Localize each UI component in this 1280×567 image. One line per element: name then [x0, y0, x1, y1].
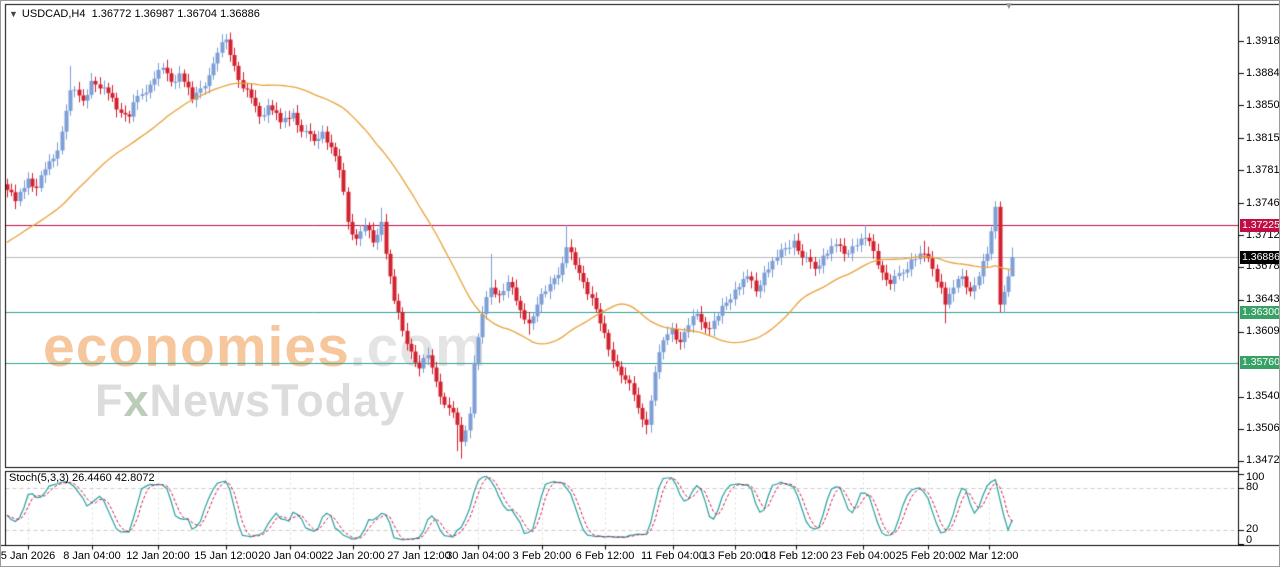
bar-low-value: 1.36704	[177, 8, 218, 20]
price-tick-label: 1.36430	[1246, 293, 1280, 306]
time-tick-label: 20 Jan 04:00	[258, 550, 322, 562]
stoch-scale-label: 20	[1246, 523, 1259, 535]
price-tick-label: 1.37460	[1246, 196, 1280, 209]
chart-title: ▼ USDCAD,H4 1.36772 1.36987 1.36704 1.368…	[9, 8, 260, 20]
time-tick-label: 18 Feb 12:00	[763, 550, 829, 562]
time-tick-label: 13 Feb 20:00	[702, 550, 768, 562]
price-line-badge: 1.36300	[1240, 305, 1280, 319]
price-tick-label: 1.35060	[1246, 422, 1280, 435]
price-tick-label: 1.37810	[1246, 163, 1280, 176]
bar-open-value: 1.36772	[91, 8, 132, 20]
expander-triangle-icon[interactable]: ▼	[9, 9, 18, 19]
price-tick-label: 1.38150	[1246, 131, 1280, 144]
time-tick-label: 22 Jan 20:00	[321, 550, 385, 562]
symbol-period-label: USDCAD,H4	[21, 8, 86, 20]
time-tick-label: 23 Feb 04:00	[830, 550, 896, 562]
time-tick-label: 8 Jan 04:00	[63, 550, 121, 562]
price-line-badge: 1.36886	[1240, 250, 1280, 264]
time-tick-label: 3 Feb 20:00	[512, 550, 572, 562]
price-tick-label: 1.39180	[1246, 34, 1280, 47]
price-line-badge: 1.37225	[1240, 218, 1280, 232]
stoch-scale-label: 100	[1246, 470, 1265, 483]
bar-close-value: 1.36886	[220, 8, 260, 20]
stochastic-d-value: 42.8072	[114, 472, 155, 484]
time-tick-label: 15 Jan 12:00	[194, 550, 258, 562]
stoch-scale-label: 80	[1246, 481, 1259, 493]
stochastic-k-value: 26.4460	[71, 472, 112, 484]
time-tick-label: 12 Jan 20:00	[126, 550, 190, 562]
stochastic-name: Stoch(5,3,3)	[9, 472, 69, 484]
time-tick-label: 27 Jan 12:00	[387, 550, 451, 562]
stoch-scale-label: 0	[1246, 533, 1253, 546]
price-tick-label: 1.38500	[1246, 98, 1280, 111]
time-tick-label: 11 Feb 04:00	[640, 550, 706, 562]
price-tick-label: 1.38840	[1246, 66, 1280, 79]
time-tick-label: 30 Jan 04:00	[446, 550, 510, 562]
stochastic-label: Stoch(5,3,3) 26.4460 42.8072	[9, 472, 155, 484]
price-tick-label: 1.34720	[1246, 454, 1280, 467]
price-tick-label: 1.35400	[1246, 390, 1280, 403]
bar-high-value: 1.36987	[134, 8, 175, 20]
time-tick-label: 5 Jan 2026	[0, 550, 56, 562]
time-tick-label: 25 Feb 20:00	[895, 550, 961, 562]
current-bar-marker-icon: ▼	[1004, 1, 1014, 12]
price-tick-label: 1.36090	[1246, 325, 1280, 338]
time-tick-label: 2 Mar 12:00	[959, 550, 1019, 562]
time-tick-label: 6 Feb 12:00	[575, 550, 635, 562]
price-line-badge: 1.35760	[1240, 356, 1280, 370]
